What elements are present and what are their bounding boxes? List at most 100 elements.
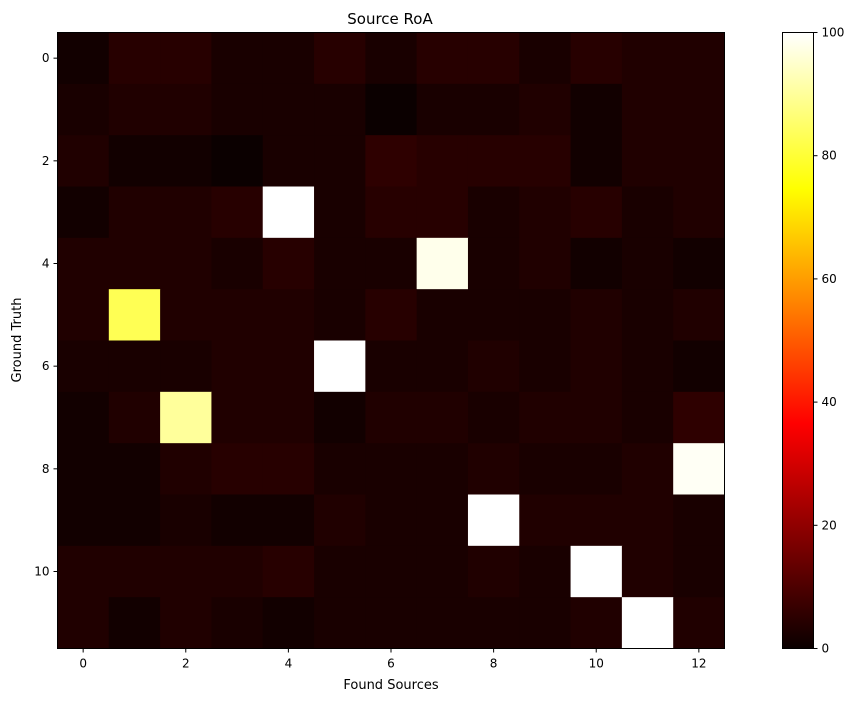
heatmap-cell-r11-c8 [467, 597, 520, 649]
heatmap-cell-r7-c3 [211, 391, 264, 444]
heatmap-cell-r1-c1 [108, 83, 161, 136]
y-tick-label: 4 [42, 257, 50, 271]
heatmap-cell-r9-c6 [365, 494, 418, 547]
heatmap-cell-r1-c0 [57, 83, 110, 136]
heatmap-cell-r11-c3 [211, 597, 264, 649]
heatmap-cell-r10-c2 [160, 545, 212, 598]
heatmap-cell-r6-c10 [570, 340, 623, 393]
heatmap-cell-r11-c5 [314, 597, 366, 649]
heatmap-cell-r11-c10 [570, 597, 623, 649]
heatmap-cell-r7-c7 [416, 391, 469, 444]
heatmap-cell-r2-c11 [621, 135, 674, 187]
heatmap-cell-r6-c4 [262, 340, 315, 393]
heatmap-cell-r1-c10 [570, 83, 623, 136]
heatmap-cell-r8-c5 [314, 443, 366, 495]
heatmap-cell-r4-c12 [673, 237, 725, 290]
x-tick-label: 0 [79, 657, 87, 671]
heatmap-cell-r5-c3 [211, 289, 264, 341]
heatmap-cell-r11-c2 [160, 597, 212, 649]
heatmap-cell-r9-c3 [211, 494, 264, 547]
y-axis-ticks: 0 2 4 6 8 10 [34, 51, 58, 579]
heatmap-cell-r9-c2 [160, 494, 212, 547]
heatmap-cell-r10-c8 [467, 545, 520, 598]
heatmap-cell-r5-c12 [673, 289, 725, 341]
x-axis-ticks: 0 2 4 6 8 10 12 [79, 648, 706, 671]
heatmap-cell-r5-c10 [570, 289, 623, 341]
heatmap-cell-r8-c1 [108, 443, 161, 495]
heatmap-cell-r4-c8 [467, 237, 520, 290]
x-tick-label: 8 [490, 657, 498, 671]
heatmap-cell-r3-c0 [57, 186, 110, 239]
heatmap-cell-r9-c8 [467, 494, 520, 547]
heatmap-cell-r5-c6 [365, 289, 418, 341]
colorbar-tick-label: 20 [822, 518, 837, 532]
heatmap-cell-r10-c3 [211, 545, 264, 598]
heatmap-cell-r8-c8 [467, 443, 520, 495]
heatmap-cell-r7-c5 [314, 391, 366, 444]
x-tick-label: 2 [182, 657, 190, 671]
heatmap-cell-r9-c11 [621, 494, 674, 547]
heatmap-cell-r8-c6 [365, 443, 418, 495]
heatmap-cell-r8-c0 [57, 443, 110, 495]
heatmap-cell-r1-c12 [673, 83, 725, 136]
heatmap-cell-r6-c0 [57, 340, 110, 393]
y-tick-label: 2 [42, 154, 50, 168]
heatmap-cell-r1-c8 [467, 83, 520, 136]
heatmap-cell-r0-c9 [519, 32, 572, 85]
heatmap-cell-r5-c5 [314, 289, 366, 341]
heatmap-cell-r6-c8 [467, 340, 520, 393]
heatmap-cell-r2-c6 [365, 135, 418, 187]
heatmap-cell-r6-c12 [673, 340, 725, 393]
heatmap-cell-r6-c3 [211, 340, 264, 393]
heatmap-cell-r1-c4 [262, 83, 315, 136]
heatmap-cell-r1-c9 [519, 83, 572, 136]
heatmap-cell-r7-c1 [108, 391, 161, 444]
heatmap-cell-r10-c0 [57, 545, 110, 598]
heatmap-cell-r5-c4 [262, 289, 315, 341]
heatmap-cell-r10-c7 [416, 545, 469, 598]
heatmap-cell-r1-c6 [365, 83, 418, 136]
heatmap-cell-r2-c12 [673, 135, 725, 187]
heatmap-cell-r2-c5 [314, 135, 366, 187]
heatmap-cell-r8-c9 [519, 443, 572, 495]
heatmap-cell-r8-c2 [160, 443, 212, 495]
heatmap-cell-r3-c7 [416, 186, 469, 239]
heatmap-cell-r10-c1 [108, 545, 161, 598]
heatmap-cell-r7-c0 [57, 391, 110, 444]
heatmap-cell-r6-c5 [314, 340, 366, 393]
heatmap-cell-r0-c12 [673, 32, 725, 85]
heatmap-cell-r2-c7 [416, 135, 469, 187]
heatmap-cell-r4-c10 [570, 237, 623, 290]
y-tick-label: 8 [42, 462, 50, 476]
heatmap-cell-r4-c11 [621, 237, 674, 290]
heatmap-cell-r3-c5 [314, 186, 366, 239]
heatmap-cell-r0-c10 [570, 32, 623, 85]
heatmap-cell-r3-c3 [211, 186, 264, 239]
heatmap-cell-r10-c5 [314, 545, 366, 598]
y-tick-label: 10 [34, 565, 49, 579]
heatmap-cell-r10-c6 [365, 545, 418, 598]
heatmap-cell-r11-c7 [416, 597, 469, 649]
heatmap-cell-r4-c9 [519, 237, 572, 290]
heatmap-cell-r3-c4 [262, 186, 315, 239]
heatmap-cell-r0-c3 [211, 32, 264, 85]
heatmap-cell-r3-c12 [673, 186, 725, 239]
heatmap-cell-r5-c2 [160, 289, 212, 341]
colorbar-ticks: 0 20 40 60 80 100 [813, 26, 844, 656]
heatmap-cell-r0-c0 [57, 32, 110, 85]
heatmap-cell-r3-c8 [467, 186, 520, 239]
heatmap-cell-r0-c8 [467, 32, 520, 85]
heatmap-cell-r1-c2 [160, 83, 212, 136]
heatmap-cell-r6-c9 [519, 340, 572, 393]
heatmap-cell-r1-c5 [314, 83, 366, 136]
heatmap-cell-r0-c5 [314, 32, 366, 85]
heatmap-cell-r11-c11 [621, 597, 674, 649]
heatmap-cell-r0-c6 [365, 32, 418, 85]
heatmap-cell-r2-c1 [108, 135, 161, 187]
heatmap-cell-r6-c2 [160, 340, 212, 393]
chart-title: Source RoA [347, 10, 433, 28]
heatmap-cell-r5-c9 [519, 289, 572, 341]
heatmap-cell-r5-c7 [416, 289, 469, 341]
x-tick-label: 12 [691, 657, 706, 671]
